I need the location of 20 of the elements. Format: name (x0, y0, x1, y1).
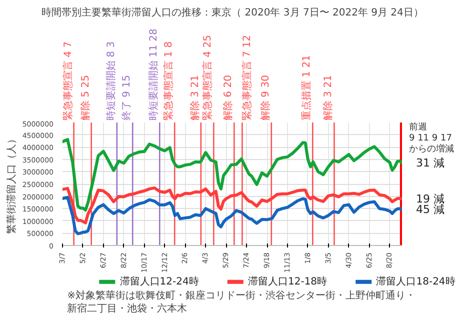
text: 前週 9 11 9 17 からの増減 (408, 121, 454, 154)
ref-line-label: 緊急事態宣言 4 25 (202, 35, 214, 120)
y-axis-title: 繁華街滞留人口（人） (5, 134, 18, 234)
line-series (62, 196, 402, 236)
legend-label: 滞留人口18-24時 (376, 275, 456, 288)
line-series (62, 186, 402, 224)
legend-label: 滞留人口12-24時 (120, 275, 199, 288)
ref-line-label: 緊急事態宣言 1 8 (162, 41, 175, 120)
ref-line-label: 時短要請開始 8 3 (104, 41, 117, 120)
ref-line-label: 緊急事態宣言 4 7 (62, 41, 74, 120)
legend-label: 滞留人口12-18時 (248, 275, 328, 288)
text: 45 減 (416, 203, 444, 216)
chart-title: 時間帯別主要繁華街滞留人口の推移：東京（ 2020年 3月 7日〜 2022年 9月 24日） (42, 6, 424, 18)
line-series (62, 138, 402, 212)
text: 19 減 (416, 192, 444, 206)
ref-line-label: 重点措置 1 21 (300, 55, 313, 120)
ref-line-label: 緊急事態宣言 7 12 (241, 35, 254, 120)
text: ※対象繁華街は歌舞伎町・銀座コリドー街・渋谷センター街・上野仲町通り・新宿二丁目・池袋・六本木 (67, 290, 416, 314)
ref-line-label: 時短要請開始 11 28 (148, 28, 160, 120)
text: 31 減 (416, 156, 444, 170)
